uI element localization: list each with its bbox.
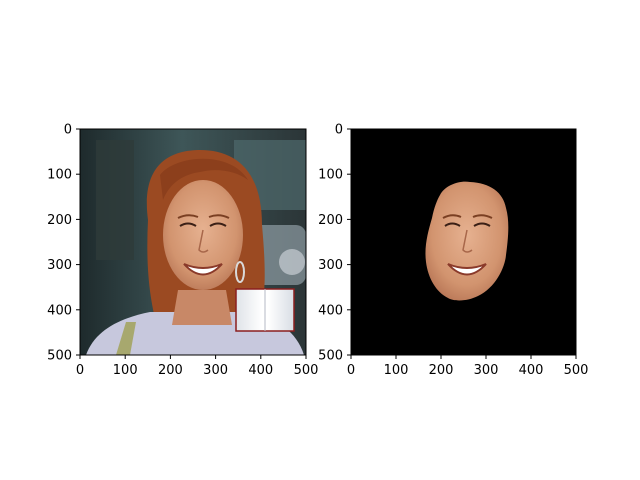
left-xtick-label: 500 [294, 363, 319, 378]
right-ytick-label: 200 [318, 213, 343, 228]
right-ytick-label: 100 [318, 168, 343, 183]
left-ytick-label: 100 [47, 168, 72, 183]
left-xtick-label: 100 [113, 363, 138, 378]
right-xtick-label: 400 [519, 363, 544, 378]
right-xtick-label: 500 [564, 363, 589, 378]
left-xtick-label: 400 [248, 363, 273, 378]
book-sticker [235, 288, 295, 332]
right-xtick-label: 200 [429, 363, 454, 378]
right-ytick-label: 300 [318, 258, 343, 273]
axes-frame-right [350, 128, 577, 356]
right-ytick-label: 400 [318, 303, 343, 318]
segmented-face [425, 181, 509, 301]
mask-image [351, 129, 576, 355]
left-ytick-label: 300 [47, 258, 72, 273]
left-ytick-label: 200 [47, 213, 72, 228]
right-xtick-label: 300 [474, 363, 499, 378]
left-xtick-label: 300 [203, 363, 228, 378]
right-ytick-label: 0 [335, 123, 343, 138]
left-ytick-label: 0 [64, 123, 72, 138]
photo-image [80, 129, 306, 355]
axes-right: 0 100 200 300 400 500 0 100 200 300 400 500 [318, 123, 588, 379]
left-ytick-label: 500 [47, 349, 72, 364]
right-ytick-label: 500 [318, 349, 343, 364]
axes-left: 0 100 200 300 400 500 0 100 200 300 400 500 [47, 123, 318, 379]
right-xtick-label: 100 [384, 363, 409, 378]
axes-frame-left [79, 128, 307, 356]
right-xtick-label: 0 [347, 363, 355, 378]
left-xtick-label: 200 [158, 363, 183, 378]
ticks-right: 0 100 200 300 400 500 0 100 200 300 400 500 [318, 123, 588, 379]
ticks-left: 0 100 200 300 400 500 0 100 200 300 400 500 [47, 123, 318, 379]
left-ytick-label: 400 [47, 303, 72, 318]
left-xtick-label: 0 [76, 363, 84, 378]
